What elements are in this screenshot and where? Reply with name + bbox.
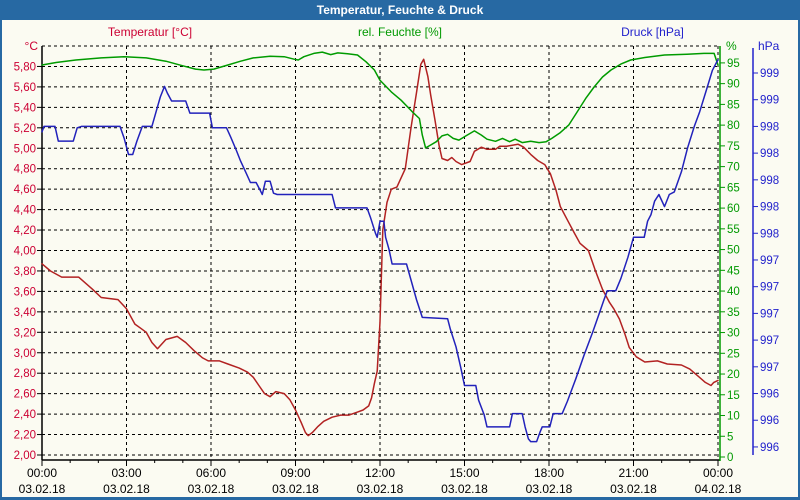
- temperature-unit-label: °C: [24, 39, 38, 53]
- pressure-series-line: [41, 58, 719, 443]
- pressure-unit-label: hPa: [758, 39, 780, 53]
- temperature-axis-tick-label: 4,80: [14, 164, 36, 176]
- humidity-axis-tick-label: 25: [727, 348, 740, 360]
- time-tick-label: 18:00: [534, 466, 564, 480]
- temperature-series-line: [41, 58, 719, 437]
- temperature-axis-tick-label: 4,20: [14, 225, 36, 237]
- humidity-axis-tick-label: 95: [727, 58, 740, 70]
- humidity-axis-tick-label: 90: [727, 79, 740, 91]
- humidity-axis-tick-label: 40: [727, 286, 740, 298]
- temperature-axis-tick-label: 2,20: [14, 430, 36, 442]
- window-title: Temperatur, Feuchte & Druck: [316, 3, 484, 17]
- pressure-axis-tick-label: 997: [760, 282, 779, 294]
- time-tick-label: 21:00: [618, 466, 648, 480]
- date-label: 03.02.18: [526, 482, 573, 496]
- time-tick-label: 00:00: [27, 466, 57, 480]
- humidity-axis-tick-label: 50: [727, 245, 740, 257]
- temperature-axis-tick-label: 2,80: [14, 368, 36, 380]
- pressure-axis-tick-label: 998: [760, 148, 779, 160]
- temperature-axis-tick-label: 4,00: [14, 246, 36, 258]
- humidity-axis-tick-label: 80: [727, 120, 740, 132]
- time-tick-label: 06:00: [196, 466, 226, 480]
- temperature-axis-tick-label: 2,00: [14, 450, 36, 462]
- time-tick-label: 15:00: [449, 466, 479, 480]
- date-label: 03.02.18: [19, 482, 66, 496]
- pressure-axis-tick-label: 999: [760, 95, 779, 107]
- humidity-axis-tick-label: 15: [727, 390, 740, 402]
- window-titlebar: Temperatur, Feuchte & Druck: [0, 0, 800, 20]
- pressure-axis-tick-label: 998: [760, 228, 779, 240]
- pressure-axis-tick-label: 998: [760, 202, 779, 214]
- humidity-axis-tick-label: 70: [727, 162, 740, 174]
- humidity-axis-tick-label: 30: [727, 328, 740, 340]
- time-tick-label: 03:00: [111, 466, 141, 480]
- pressure-axis-title: Druck [hPa]: [621, 25, 684, 39]
- pressure-axis-tick-label: 996: [760, 415, 779, 427]
- temperature-axis-tick-label: 4,60: [14, 184, 36, 196]
- time-tick-label: 12:00: [365, 466, 395, 480]
- date-label: 03.02.18: [188, 482, 235, 496]
- temperature-axis-tick-label: 3,80: [14, 266, 36, 278]
- date-label: 03.02.18: [357, 482, 404, 496]
- pressure-axis-tick-label: 998: [760, 121, 779, 133]
- humidity-axis-tick-label: 0: [727, 452, 733, 464]
- humidity-axis-tick-label: 65: [727, 182, 740, 194]
- date-label: 03.02.18: [441, 482, 488, 496]
- date-label: 03.02.18: [272, 482, 319, 496]
- humidity-axis-tick-label: 75: [727, 141, 740, 153]
- temperature-axis-tick-label: 2,60: [14, 389, 36, 401]
- temperature-axis-tick-label: 2,40: [14, 409, 36, 421]
- time-tick-label: 00:00: [703, 466, 733, 480]
- date-label: 04.02.18: [695, 482, 742, 496]
- date-label: 03.02.18: [610, 482, 657, 496]
- temperature-axis-tick-label: 3,60: [14, 286, 36, 298]
- temperature-axis-tick-label: 5,20: [14, 123, 36, 135]
- humidity-axis-tick-label: 35: [727, 307, 740, 319]
- temperature-axis-tick-label: 5,40: [14, 102, 36, 114]
- temperature-axis-tick-label: 3,40: [14, 307, 36, 319]
- humidity-axis-tick-label: 20: [727, 369, 740, 381]
- pressure-axis-tick-label: 999: [760, 68, 779, 80]
- pressure-axis-tick-label: 997: [760, 308, 779, 320]
- humidity-unit-label: %: [726, 39, 737, 53]
- temperature-axis-tick-label: 5,00: [14, 143, 36, 155]
- humidity-axis-tick-label: 85: [727, 99, 740, 111]
- pressure-axis-tick-label: 997: [760, 362, 779, 374]
- humidity-axis-tick-label: 10: [727, 411, 740, 423]
- temperature-axis-tick-label: 5,80: [14, 61, 36, 73]
- humidity-axis-title: rel. Feuchte [%]: [357, 25, 443, 39]
- pressure-axis-tick-label: 997: [760, 335, 779, 347]
- pressure-axis-tick-label: 996: [760, 442, 779, 454]
- pressure-axis-tick-label: 998: [760, 175, 779, 187]
- humidity-series-line: [41, 51, 719, 149]
- temperature-axis-tick-label: 5,60: [14, 82, 36, 94]
- humidity-axis-tick-label: 45: [727, 265, 740, 277]
- temperature-axis-tick-label: 3,00: [14, 348, 36, 360]
- pressure-axis-tick-label: 996: [760, 389, 779, 401]
- temperature-axis-tick-label: 4,40: [14, 205, 36, 217]
- humidity-axis-tick-label: 5: [727, 431, 733, 443]
- temperature-axis-title: Temperatur [°C]: [107, 25, 193, 39]
- humidity-axis-tick-label: 55: [727, 224, 740, 236]
- date-label: 03.02.18: [103, 482, 150, 496]
- time-tick-label: 09:00: [280, 466, 310, 480]
- temperature-axis-tick-label: 3,20: [14, 327, 36, 339]
- pressure-axis-tick-label: 997: [760, 255, 779, 267]
- humidity-axis-tick-label: 60: [727, 203, 740, 215]
